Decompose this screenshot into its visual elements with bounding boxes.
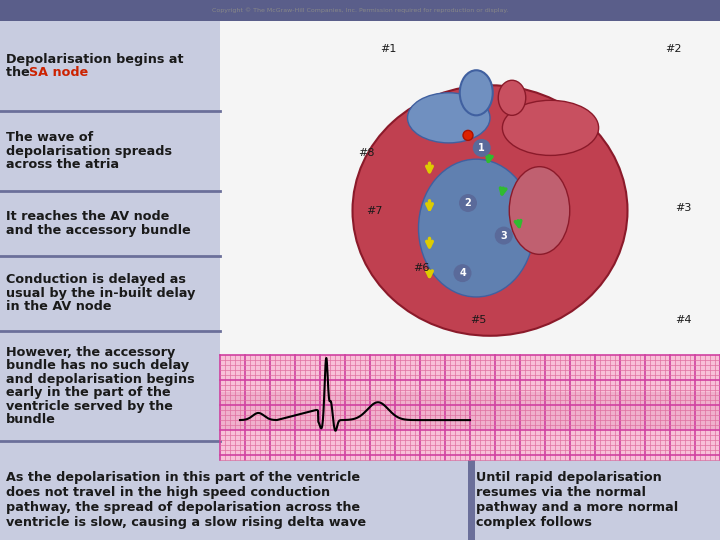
Text: across the atria: across the atria: [6, 158, 119, 171]
Ellipse shape: [503, 100, 598, 156]
Text: 3: 3: [500, 231, 507, 241]
Ellipse shape: [498, 80, 526, 116]
Ellipse shape: [509, 167, 570, 254]
Text: #6: #6: [413, 263, 429, 273]
Text: #7: #7: [366, 206, 383, 215]
Bar: [0, 460, 720, 540]
Text: Depolarisation begins at: Depolarisation begins at: [6, 53, 184, 66]
Text: #3: #3: [675, 203, 691, 213]
Text: the: the: [6, 66, 35, 79]
Text: #5: #5: [470, 315, 487, 325]
Bar: [0, 21, 220, 460]
Circle shape: [454, 264, 472, 282]
Text: 4: 4: [459, 268, 466, 278]
Bar: [220, 21, 720, 355]
Text: 1: 1: [478, 143, 485, 153]
Text: Until rapid depolarisation
resumes via the normal
pathway and a more normal
comp: Until rapid depolarisation resumes via t…: [476, 471, 678, 529]
Text: Conduction is delayed as: Conduction is delayed as: [6, 273, 186, 287]
Text: ventricle served by the: ventricle served by the: [6, 400, 173, 413]
Ellipse shape: [408, 93, 490, 143]
Text: 2: 2: [464, 198, 472, 208]
Text: and depolarisation begins: and depolarisation begins: [6, 373, 194, 386]
Text: bundle: bundle: [6, 413, 56, 426]
Text: However, the accessory: However, the accessory: [6, 346, 175, 359]
Text: SA node: SA node: [29, 66, 88, 79]
Circle shape: [463, 130, 473, 140]
Bar: [468, 460, 475, 540]
Text: As the depolarisation in this part of the ventricle
does not travel in the high : As the depolarisation in this part of th…: [6, 471, 366, 529]
Text: early in the part of the: early in the part of the: [6, 386, 171, 399]
Text: #2: #2: [665, 44, 682, 54]
Circle shape: [459, 194, 477, 212]
Text: and the accessory bundle: and the accessory bundle: [6, 224, 191, 237]
Bar: [220, 355, 720, 460]
Ellipse shape: [460, 70, 492, 116]
Text: in the AV node: in the AV node: [6, 300, 112, 314]
Circle shape: [495, 227, 513, 245]
Text: #4: #4: [675, 315, 691, 325]
Circle shape: [473, 139, 491, 157]
Text: It reaches the AV node: It reaches the AV node: [6, 210, 169, 223]
Text: #1: #1: [380, 44, 397, 54]
Bar: [0, 0, 720, 21]
Text: Copyright © The McGraw-Hill Companies, Inc. Permission required for reproduction: Copyright © The McGraw-Hill Companies, I…: [212, 8, 508, 14]
Text: depolarisation spreads: depolarisation spreads: [6, 145, 172, 158]
Ellipse shape: [353, 85, 628, 336]
Ellipse shape: [418, 159, 534, 297]
Text: The wave of: The wave of: [6, 131, 94, 144]
Text: #8: #8: [358, 148, 374, 158]
Text: usual by the in-built delay: usual by the in-built delay: [6, 287, 195, 300]
Text: bundle has no such delay: bundle has no such delay: [6, 359, 189, 372]
Bar: [220, 392, 720, 429]
